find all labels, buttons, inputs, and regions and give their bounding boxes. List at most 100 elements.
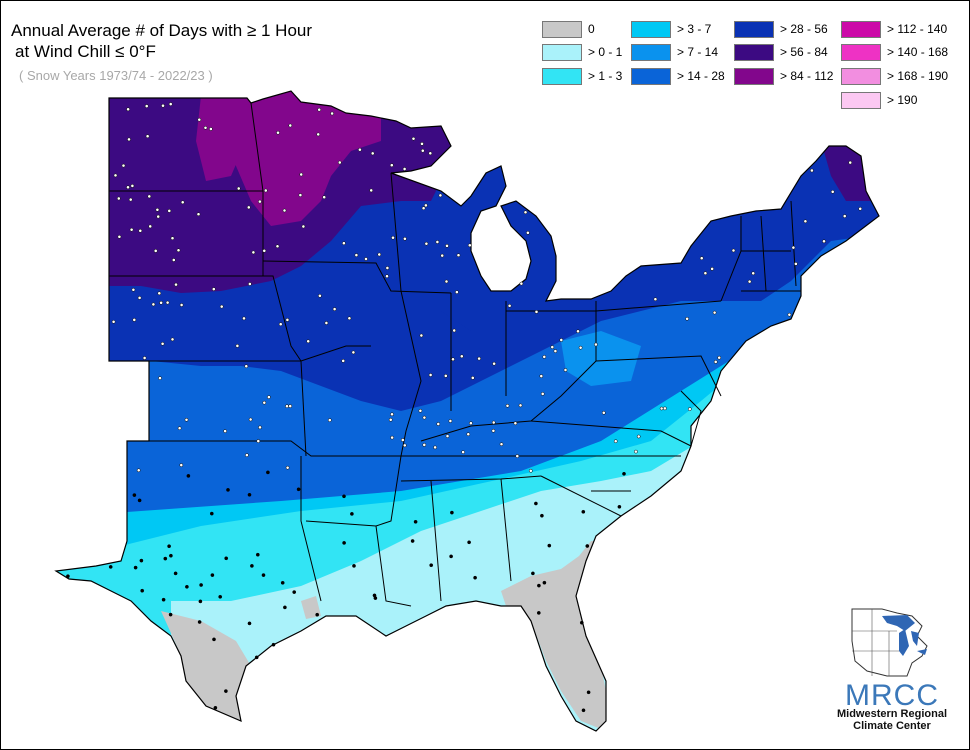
station-dot [177, 426, 182, 431]
station-dot [531, 571, 535, 576]
station-dot [540, 513, 544, 518]
station-dot [276, 130, 280, 135]
station-dot [282, 208, 287, 213]
station-dot [390, 412, 394, 417]
station-dot [292, 590, 297, 594]
station-dot [174, 282, 178, 287]
station-dot [450, 510, 454, 515]
station-dot [444, 279, 449, 284]
station-dot [155, 207, 160, 212]
station-dot [703, 271, 708, 276]
station-dot [298, 193, 303, 197]
station-dot [794, 262, 798, 266]
station-dot [385, 266, 390, 270]
station-dot [422, 415, 427, 420]
station-dot [66, 574, 70, 579]
station-dot [428, 373, 433, 377]
station-dot [663, 406, 667, 411]
station-dot [803, 219, 808, 224]
station-dot [830, 189, 835, 194]
station-dot [350, 512, 354, 516]
station-dot [151, 302, 156, 307]
station-dot [168, 612, 173, 617]
station-dot [316, 132, 321, 137]
station-dot [322, 195, 327, 200]
station-dot [139, 558, 144, 563]
station-dot [542, 580, 547, 585]
station-dot [132, 318, 137, 322]
station-dot [126, 185, 130, 190]
station-dot [226, 488, 230, 492]
station-dot [443, 374, 448, 378]
station-dot [176, 248, 181, 253]
station-dot [418, 408, 423, 413]
station-dot [505, 403, 510, 408]
station-dot [184, 417, 189, 422]
station-dot [659, 406, 664, 411]
station-dot [285, 318, 290, 322]
station-dot [299, 172, 304, 177]
station-dot [594, 342, 598, 347]
station-dot [385, 274, 389, 279]
station-dot [370, 151, 375, 156]
station-dot [354, 253, 359, 257]
station-dot [445, 434, 450, 438]
station-dot [540, 392, 545, 396]
legend-label: > 112 - 140 [887, 22, 948, 36]
station-dot [400, 438, 405, 442]
station-dot [523, 210, 528, 215]
station-dot [137, 296, 142, 300]
station-dot [271, 642, 276, 647]
legend-swatch [631, 44, 671, 61]
station-dot [433, 445, 437, 450]
station-dot [636, 434, 641, 439]
station-dot [848, 160, 853, 165]
station-dot [687, 407, 692, 411]
station-dot [136, 468, 141, 473]
station-dot [411, 136, 416, 141]
station-dot [280, 580, 285, 585]
station-dot [452, 328, 457, 333]
station-dot [306, 339, 311, 344]
station-dot [132, 493, 137, 497]
station-dot [787, 312, 792, 317]
legend-label: 0 [588, 22, 595, 36]
station-dot [242, 316, 246, 321]
legend-label: > 84 - 112 [780, 69, 834, 83]
station-dot [283, 605, 287, 610]
station-dot [842, 214, 847, 218]
station-dot [209, 511, 214, 516]
station-dot [402, 443, 407, 448]
station-dot [142, 356, 147, 360]
station-dot [327, 418, 332, 422]
station-dot [536, 611, 541, 615]
station-dot [111, 319, 116, 324]
station-dot [467, 540, 471, 545]
station-markers [66, 102, 863, 713]
station-dot [285, 465, 290, 470]
station-dot [342, 241, 346, 246]
station-dot [389, 163, 394, 168]
station-dot [267, 395, 271, 399]
station-dot [161, 597, 166, 602]
station-dot [438, 193, 443, 198]
station-dot [224, 689, 228, 693]
station-dot [186, 474, 191, 478]
legend-swatch [734, 21, 774, 38]
station-dot [459, 354, 464, 359]
station-dot [528, 468, 533, 473]
station-dot [576, 329, 580, 334]
station-dot [163, 556, 168, 561]
station-dot [218, 594, 223, 599]
station-dot [235, 344, 240, 348]
station-dot [159, 300, 163, 305]
station-dot [247, 621, 252, 626]
station-dot [223, 429, 227, 433]
station-dot [613, 439, 618, 444]
station-dot [751, 271, 756, 276]
station-dot [263, 188, 268, 193]
station-dot [388, 417, 393, 422]
station-dot [455, 290, 459, 294]
legend-label: > 1 - 3 [588, 69, 623, 83]
station-dot [369, 188, 374, 193]
